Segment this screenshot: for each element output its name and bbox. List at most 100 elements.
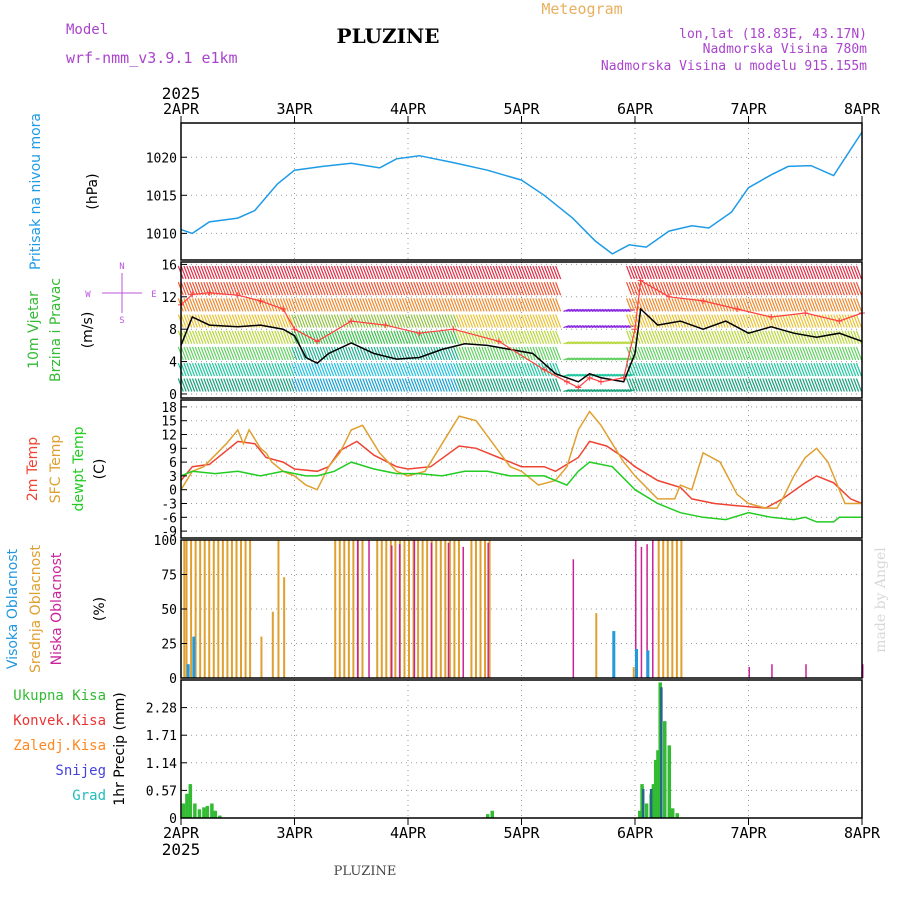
wind-barb [708,362,715,377]
wind-barb [631,281,638,296]
wind-barb [691,281,698,296]
wind-barb [191,346,199,361]
wind-barb [433,265,440,280]
wind-barb [660,378,667,392]
wind-barb [308,362,315,377]
wind-barb [538,281,545,296]
wind-barb [237,330,244,344]
wind-barb [424,298,431,312]
wind-barb [347,362,355,377]
wind-barb [427,378,434,392]
y-tick-label: 0 [169,388,177,403]
wind-barb [617,388,624,393]
wind-barb [677,265,684,280]
wind-barb [418,298,426,312]
gust-marker [734,305,741,312]
wind-barb [288,281,295,296]
wind-barb [506,298,513,312]
wind-barb [526,314,533,328]
wind-barb [622,341,630,345]
wind-barb [844,346,851,361]
wind-barb [594,341,601,345]
wind-barb [555,298,562,312]
wind-barb [824,298,831,312]
wind-barb [745,281,752,296]
wind-barb [810,362,817,377]
wind-barb [382,378,389,392]
wind-barb [308,265,315,280]
wind-barb [345,378,352,392]
wind-barb [197,265,204,280]
wind-barb [339,298,346,312]
wind-barb [206,346,213,361]
precip-legend-label: Grad [72,788,106,804]
cloud-mid-bar [470,540,473,678]
wind-barb [790,346,797,361]
wind-barb [191,314,199,328]
wind-barb [367,378,374,392]
wind-barb [574,357,582,361]
wind-barb [543,346,550,361]
wind-barb [214,298,221,312]
wind-barb [577,373,584,377]
wind-barb [333,346,340,361]
wind-barb [347,346,355,361]
wind-barb [509,281,516,296]
wind-barb [279,314,286,328]
wind-barb [211,298,218,312]
wind-barb [416,281,423,296]
wind-barb [203,362,210,377]
wind-barb [498,346,505,361]
wind-barb [339,330,346,344]
wind-barb [841,298,848,312]
wind-barb [699,330,706,344]
wind-barb [455,298,462,312]
wind-barb [830,346,837,361]
wind-barb [705,346,712,361]
wind-barb [538,298,545,312]
x-tick-label-top: 5APR [503,100,540,118]
wind-barb [498,314,505,328]
wind-barb [370,281,377,296]
wind-barb [262,265,269,280]
wind-barb [833,346,840,361]
wind-barb [699,362,706,377]
precip-total-bar [213,810,218,818]
wind-barb [223,314,230,328]
wind-barb [447,346,454,361]
wind-barb [657,346,664,361]
wind-barb [779,298,786,312]
wind-barb [279,346,286,361]
wind-barb [702,362,709,377]
wind-barb [552,314,559,328]
wind-barb [648,362,655,377]
y-tick-label: 6 [169,456,177,471]
gust-marker [416,330,423,337]
wind-barb [191,362,199,377]
wind-barb [586,325,593,329]
wind-barb [347,330,355,344]
wind-barb [319,281,326,296]
wind-barb [787,330,794,344]
wind-barb [799,314,806,328]
wind-barb [637,346,644,361]
wind-barb [393,265,400,280]
y-tick-label: 12 [161,291,177,306]
wind-barb [282,298,289,312]
wind-barb [248,378,255,392]
precip-legend-label: Ukupna Kisa [13,688,106,704]
wind-barb [645,330,653,344]
wind-barb [855,346,862,361]
wind-barb [251,330,258,344]
wind-barb [611,325,618,329]
wind-barb [509,330,516,344]
wind-barb [376,378,383,392]
wind-barb [691,314,698,328]
wind-barb [296,314,304,328]
wind-barb [731,346,738,361]
cloud-mid-bar [444,540,447,678]
wind-barb [407,314,414,328]
wind-barb [855,314,862,328]
wind-barb [685,265,692,280]
wind-barb [660,330,667,344]
